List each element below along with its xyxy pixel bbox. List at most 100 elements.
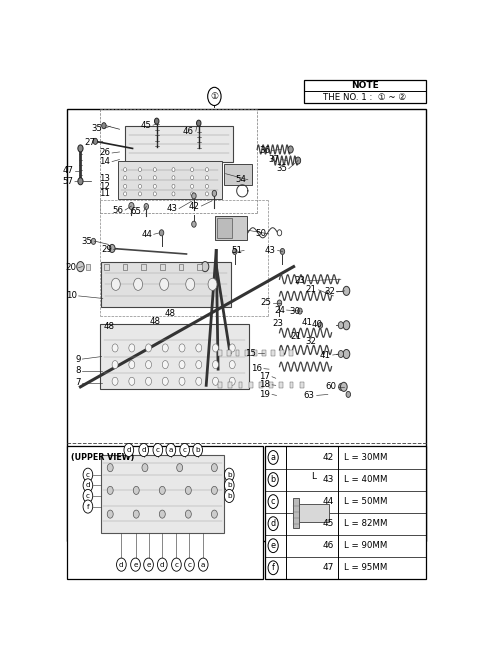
Text: 41: 41 [320, 350, 331, 359]
Bar [253, 350, 257, 356]
Circle shape [172, 184, 175, 188]
Circle shape [343, 286, 350, 295]
Text: L = 30MM: L = 30MM [344, 453, 387, 462]
Circle shape [192, 221, 196, 227]
Circle shape [233, 249, 237, 255]
Text: L = 95MM: L = 95MM [344, 564, 387, 572]
Text: c: c [86, 493, 90, 499]
Circle shape [162, 361, 168, 369]
Text: L = 40MM: L = 40MM [344, 475, 387, 484]
Text: 44: 44 [141, 230, 152, 239]
Text: b: b [271, 475, 276, 484]
Text: 29: 29 [101, 245, 112, 254]
Text: 45: 45 [323, 519, 334, 528]
Text: b: b [195, 447, 200, 453]
Text: e: e [271, 541, 276, 550]
Circle shape [154, 184, 156, 188]
Circle shape [338, 383, 344, 390]
Circle shape [145, 344, 152, 352]
Circle shape [145, 361, 152, 369]
Text: 27: 27 [84, 138, 96, 148]
Circle shape [277, 300, 282, 306]
Circle shape [129, 361, 135, 369]
Circle shape [142, 464, 148, 472]
Text: b: b [227, 472, 231, 478]
Circle shape [338, 350, 344, 358]
Circle shape [154, 168, 156, 172]
Text: a: a [168, 447, 173, 453]
Bar [293, 499, 299, 528]
Circle shape [211, 510, 217, 518]
Bar [224, 163, 252, 185]
Circle shape [166, 443, 176, 457]
Circle shape [225, 468, 234, 482]
Bar [101, 455, 224, 533]
Circle shape [83, 468, 93, 482]
Bar [142, 264, 146, 270]
Circle shape [213, 361, 218, 369]
Circle shape [139, 192, 142, 196]
Circle shape [229, 361, 235, 369]
Circle shape [172, 192, 175, 196]
Bar [271, 350, 275, 356]
Text: 46: 46 [183, 127, 194, 136]
Circle shape [139, 176, 142, 180]
Circle shape [211, 486, 217, 495]
Circle shape [129, 377, 135, 385]
Circle shape [117, 558, 126, 571]
Text: 21: 21 [306, 285, 317, 295]
Bar [227, 350, 231, 356]
Circle shape [212, 190, 216, 196]
Circle shape [124, 168, 127, 172]
Circle shape [225, 479, 234, 492]
Bar [290, 382, 293, 388]
Circle shape [185, 510, 192, 518]
Text: 15: 15 [245, 348, 256, 358]
Text: d: d [127, 447, 131, 453]
Bar [85, 264, 90, 270]
Text: 30: 30 [289, 306, 300, 316]
Circle shape [196, 377, 202, 385]
Bar [304, 80, 426, 103]
Circle shape [83, 500, 93, 513]
Circle shape [155, 118, 159, 124]
Circle shape [124, 176, 127, 180]
Circle shape [191, 184, 193, 188]
Circle shape [159, 510, 165, 518]
Bar [218, 382, 222, 388]
Bar [218, 350, 222, 356]
Circle shape [93, 138, 97, 144]
Circle shape [268, 451, 278, 464]
Circle shape [172, 558, 181, 571]
Circle shape [153, 443, 163, 457]
Circle shape [185, 486, 192, 495]
Circle shape [139, 443, 148, 457]
Circle shape [180, 443, 190, 457]
Text: L = 82MM: L = 82MM [344, 519, 387, 528]
Circle shape [288, 146, 293, 153]
Circle shape [154, 176, 156, 180]
Text: 35: 35 [92, 124, 103, 133]
Bar [160, 264, 165, 270]
Circle shape [129, 344, 135, 352]
Circle shape [78, 145, 83, 152]
Text: 65: 65 [131, 207, 142, 216]
Circle shape [102, 123, 106, 129]
Circle shape [196, 120, 201, 126]
Circle shape [179, 361, 185, 369]
Circle shape [133, 278, 143, 291]
Text: 24: 24 [274, 306, 285, 315]
Circle shape [124, 184, 127, 188]
Circle shape [208, 278, 217, 291]
Bar [228, 382, 232, 388]
Circle shape [154, 192, 156, 196]
Bar [259, 382, 263, 388]
Bar [179, 264, 183, 270]
Text: e: e [146, 562, 151, 567]
Text: d: d [119, 562, 124, 567]
Bar [67, 447, 263, 579]
Bar [245, 350, 248, 356]
Circle shape [179, 377, 185, 385]
Circle shape [112, 377, 118, 385]
Circle shape [193, 443, 203, 457]
